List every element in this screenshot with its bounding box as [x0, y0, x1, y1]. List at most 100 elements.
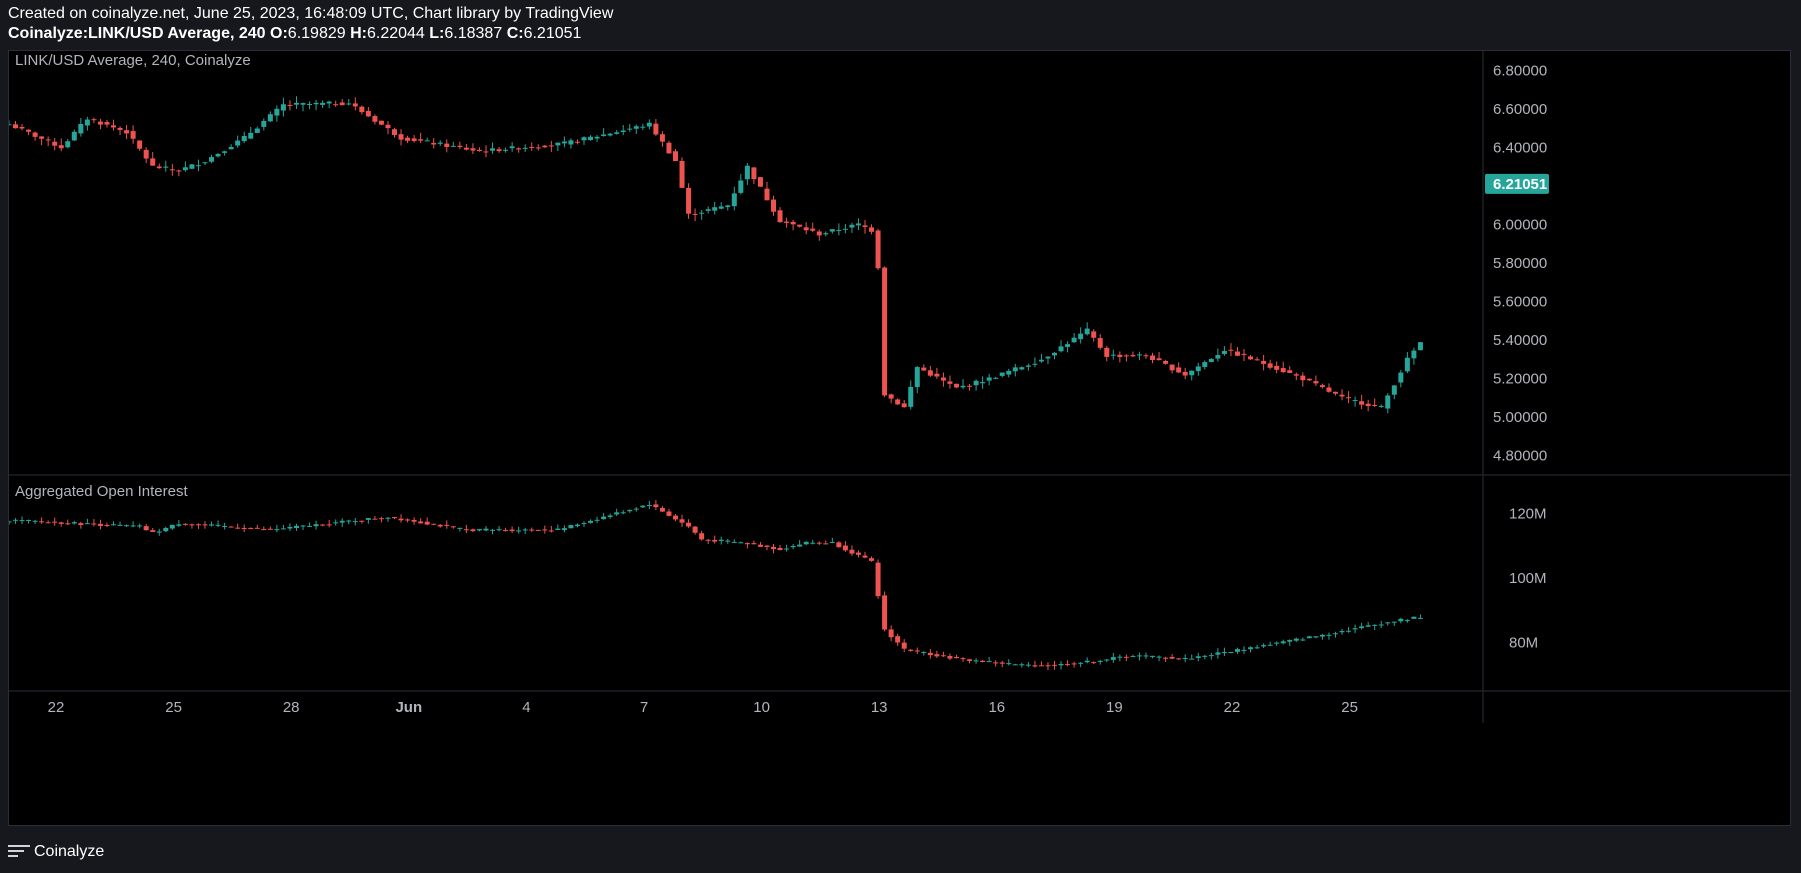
oi-candle: [195, 523, 201, 529]
oi-body: [568, 525, 574, 529]
price-candle: [1143, 353, 1149, 359]
oi-body: [1293, 638, 1299, 641]
oi-candle: [666, 508, 672, 517]
price-body: [215, 153, 221, 157]
oi-body: [91, 523, 97, 525]
oi-body: [1117, 656, 1123, 658]
oi-candle: [372, 516, 378, 520]
price-body: [365, 110, 371, 117]
price-candle: [901, 399, 907, 408]
price-body: [653, 123, 659, 135]
price-candle: [182, 161, 188, 172]
oi-body: [222, 526, 228, 528]
price-body: [1398, 372, 1404, 383]
oi-body: [960, 658, 966, 660]
oi-body: [137, 525, 143, 527]
oi-body: [287, 526, 293, 529]
price-candle: [1189, 370, 1195, 381]
oi-body: [869, 558, 875, 561]
price-body: [280, 104, 286, 111]
chart-svg[interactable]: 6.800006.600006.400006.200006.000005.800…: [9, 51, 1792, 827]
oi-candle: [731, 539, 737, 543]
price-candle: [842, 224, 848, 234]
oi-body: [267, 528, 273, 530]
price-candle: [1391, 385, 1397, 400]
oi-candle: [1130, 654, 1136, 658]
price-candle: [385, 121, 391, 135]
date-tick-label: 28: [283, 699, 300, 716]
oi-candle: [58, 521, 64, 527]
oi-body: [437, 524, 443, 527]
price-candle: [973, 379, 979, 391]
oi-candle: [633, 507, 639, 512]
price-candle: [823, 231, 829, 237]
oi-body: [1012, 664, 1018, 666]
date-tick-label: 19: [1106, 699, 1123, 716]
price-body: [1091, 331, 1097, 338]
oi-body: [1136, 655, 1142, 657]
price-candle: [1228, 343, 1234, 357]
oi-candle: [836, 541, 842, 548]
oi-body: [300, 525, 306, 527]
price-body: [84, 119, 90, 126]
oi-body: [895, 636, 901, 643]
oi-body: [1045, 665, 1051, 667]
oi-body: [1176, 658, 1182, 660]
oi-body: [1182, 657, 1188, 659]
oi-body: [1019, 664, 1025, 666]
price-candle: [1208, 358, 1214, 363]
oi-body: [777, 547, 783, 551]
oi-candle: [653, 499, 659, 510]
oi-candle: [1280, 639, 1286, 645]
price-body: [1058, 346, 1064, 352]
price-body: [908, 386, 914, 407]
price-body: [293, 102, 299, 105]
price-body: [940, 377, 946, 381]
price-tick-label: 5.60000: [1493, 294, 1547, 311]
ohlc-open-key: O:: [270, 25, 288, 42]
footer-brand[interactable]: Coinalyze: [8, 838, 104, 866]
oi-body: [940, 655, 946, 657]
oi-body: [535, 529, 541, 531]
oi-candle: [659, 506, 665, 513]
price-candle: [653, 118, 659, 136]
chart-frame[interactable]: 6.800006.600006.400006.200006.000005.800…: [8, 50, 1792, 827]
price-candle: [862, 220, 868, 234]
date-tick-label: 16: [988, 699, 1005, 716]
oi-body: [1417, 617, 1423, 619]
oi-candle: [888, 625, 894, 642]
price-body: [124, 130, 130, 134]
price-body: [686, 187, 692, 214]
price-candle: [1221, 346, 1227, 356]
oi-candle: [84, 518, 90, 525]
oi-candle: [1228, 651, 1234, 654]
price-body: [130, 131, 136, 139]
price-candle: [888, 393, 894, 404]
open-interest-pane[interactable]: [9, 499, 1423, 671]
oi-candle: [248, 527, 254, 530]
oi-body: [111, 524, 117, 526]
date-tick-label: 7: [640, 699, 648, 716]
oi-candle: [509, 526, 515, 533]
price-candle: [1169, 364, 1175, 374]
price-body: [71, 131, 77, 141]
price-candle: [261, 118, 267, 131]
price-body: [927, 370, 933, 376]
price-candle: [960, 379, 966, 390]
price-body: [980, 382, 986, 384]
price-candle: [65, 138, 71, 149]
price-body: [842, 228, 848, 230]
price-candle: [444, 139, 450, 153]
price-candle: [195, 159, 201, 172]
oi-candle: [1150, 655, 1156, 659]
oi-body: [1104, 659, 1110, 661]
oi-candle: [679, 514, 685, 527]
price-body: [1071, 337, 1077, 343]
price-pane[interactable]: [9, 96, 1423, 414]
price-candle: [1359, 394, 1365, 410]
price-body: [620, 130, 626, 133]
price-body: [411, 138, 417, 142]
oi-candle: [1248, 646, 1254, 653]
price-body: [797, 224, 803, 227]
oi-body: [1248, 647, 1254, 650]
